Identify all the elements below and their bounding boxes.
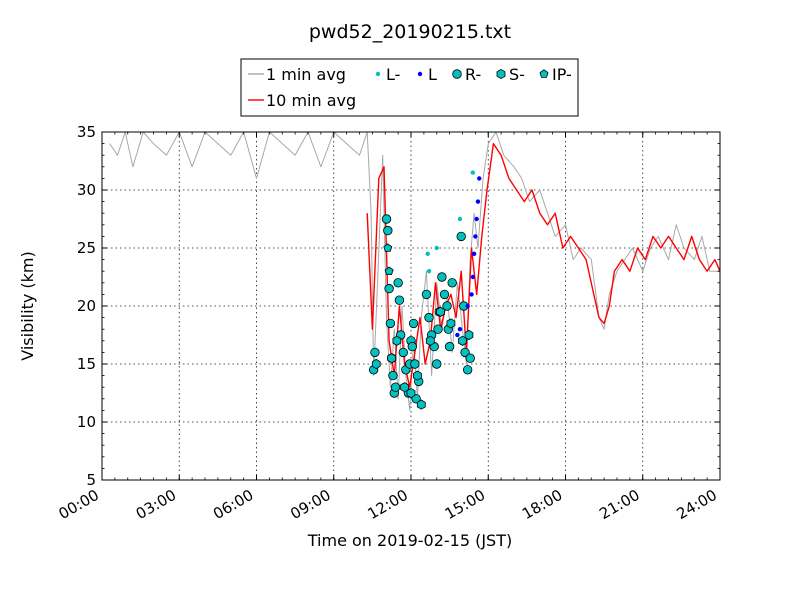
marker-l <box>440 292 446 297</box>
marker-r <box>385 318 396 329</box>
legend-label: S- <box>509 65 525 84</box>
marker-l <box>465 303 470 309</box>
marker-l <box>473 234 478 239</box>
legend: 1 min avg L- L R- S- IP- 10 min avg <box>240 58 579 117</box>
marker-l <box>475 199 481 204</box>
marker-s <box>425 335 435 346</box>
y-tick-label: 35 <box>77 123 96 141</box>
marker-l <box>471 251 477 256</box>
y-tick-label: 10 <box>77 413 96 431</box>
series-1-min-avg <box>109 132 720 411</box>
legend-item-r: R- <box>452 65 481 84</box>
y-tick-label: 5 <box>86 471 96 489</box>
y-tick-label: 15 <box>77 355 96 373</box>
marker-r <box>447 278 457 288</box>
legend-swatch <box>452 69 462 79</box>
marker-l <box>434 245 439 251</box>
y-tick-label: 30 <box>77 181 96 199</box>
legend-item-l: L- <box>375 65 400 84</box>
marker-r <box>370 347 380 358</box>
marker-r <box>424 312 434 323</box>
marker-r <box>390 382 401 392</box>
legend-label: L- <box>386 65 400 84</box>
marker-l <box>469 292 474 297</box>
marker-s <box>392 335 402 346</box>
marker-r <box>442 301 452 311</box>
marker-r <box>460 347 470 358</box>
marker-ip <box>384 266 394 276</box>
legend-label: 10 min avg <box>266 91 356 110</box>
marker-s <box>406 387 416 399</box>
legend-item-1-min-avg: 1 min avg <box>248 65 346 84</box>
marker-r <box>388 370 398 381</box>
legend-label: L <box>428 65 437 84</box>
marker-s <box>387 353 397 364</box>
marker-r <box>384 283 394 294</box>
marker-ip <box>383 243 393 252</box>
marker-r <box>383 225 393 236</box>
legend-item-10-min-avg: 10 min avg <box>248 91 356 110</box>
chart-title: pwd52_20190215.txt <box>309 21 511 43</box>
legend-box <box>240 58 579 117</box>
legend-item-ip: IP- <box>539 65 572 84</box>
marker-s <box>436 306 446 317</box>
marker-r <box>394 295 405 305</box>
legend-swatch <box>375 71 381 77</box>
legend-label: IP- <box>552 65 572 84</box>
marker-l <box>457 327 463 332</box>
marker-r <box>432 359 442 369</box>
marker-s <box>371 358 381 370</box>
marker-r <box>398 347 408 358</box>
y-tick-label: 25 <box>77 239 96 257</box>
marker-l <box>425 251 430 256</box>
marker-s <box>413 370 422 381</box>
y-tick-label: 20 <box>77 297 96 315</box>
marker-l <box>426 269 432 274</box>
marker-l <box>477 176 482 181</box>
marker-l <box>457 216 463 222</box>
marker-r <box>465 353 475 363</box>
marker-r <box>410 359 420 369</box>
legend-label: R- <box>465 65 481 84</box>
marker-layer <box>368 170 482 410</box>
marker-r <box>421 289 432 300</box>
marker-r <box>381 214 392 224</box>
marker-r <box>411 394 421 404</box>
marker-r <box>456 231 466 242</box>
legend-label: 1 min avg <box>266 65 346 84</box>
legend-swatch <box>539 69 549 78</box>
marker-r <box>408 318 419 329</box>
marker-s <box>464 329 474 341</box>
marker-s <box>400 382 409 393</box>
marker-r <box>437 272 447 282</box>
marker-s <box>446 318 456 329</box>
marker-l <box>455 332 460 338</box>
legend-swatch <box>496 68 506 80</box>
marker-r <box>444 341 455 352</box>
marker-s <box>416 399 426 410</box>
marker-r <box>407 341 417 352</box>
marker-r <box>433 324 443 334</box>
legend-swatch <box>417 71 423 77</box>
legend-item-s: S- <box>496 65 525 84</box>
marker-r <box>462 365 473 375</box>
marker-l <box>470 274 475 280</box>
y-axis-label: Visibility (km) <box>18 251 37 360</box>
legend-item-l: L <box>417 65 437 84</box>
marker-l <box>474 216 479 222</box>
marker-l <box>470 170 475 175</box>
x-axis-label: Time on 2019-02-15 (JST) <box>307 531 512 550</box>
marker-r <box>393 278 403 288</box>
